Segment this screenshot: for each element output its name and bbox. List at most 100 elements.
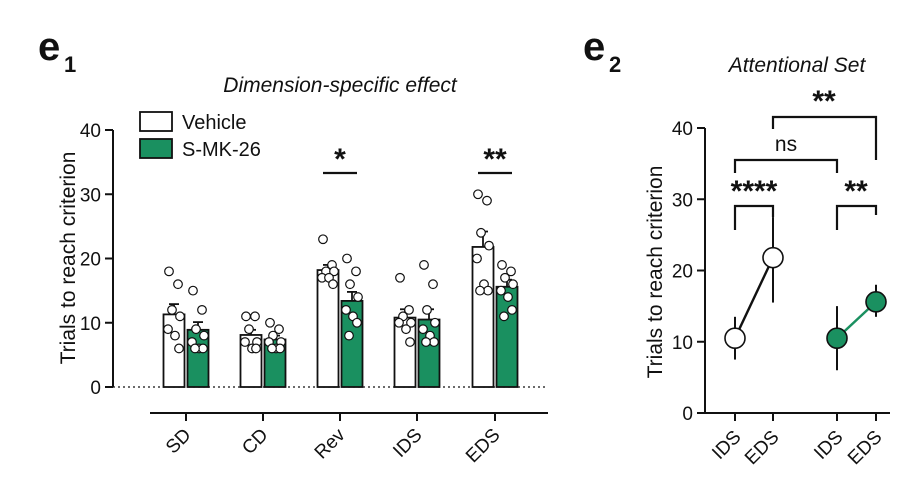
data-point-smk26-eds (508, 279, 518, 290)
legend-label-smk26: S-MK-26 (182, 139, 261, 161)
significance-label-rev: * (334, 143, 346, 176)
data-point-vehicle-ids (401, 324, 411, 335)
x-tick-label-eds: EDS (462, 425, 504, 467)
data-point-smk26-ids (421, 337, 431, 347)
y-axis-label-e2: Trials to reach criterion (644, 166, 667, 379)
x-tick-label-sd: SD (162, 425, 196, 459)
data-point-vehicle-cd (251, 343, 261, 354)
data-point-smk26-sd (198, 343, 208, 354)
x-tick-label-e2-ids: IDS (810, 427, 847, 464)
data-point-smk26-cd (265, 317, 275, 328)
mean-point-vehicle-eds (762, 246, 784, 269)
data-point-smk26-rev (341, 305, 351, 315)
data-point-smk26-sd (197, 305, 207, 315)
data-point-smk26-cd (267, 343, 277, 354)
y-tick-label-e2: 30 (672, 190, 693, 211)
panel-sub-e1: 1 (64, 52, 76, 77)
data-point-smk26-rev (352, 317, 362, 328)
y-tick-label-e1: 10 (80, 314, 101, 335)
y-tick-label-e2: 10 (672, 333, 693, 354)
data-point-vehicle-eds (476, 227, 486, 238)
data-point-smk26-sd (188, 285, 198, 296)
data-point-vehicle-sd (170, 330, 180, 341)
data-point-smk26-cd (275, 343, 285, 354)
data-point-smk26-rev (353, 292, 363, 302)
data-point-vehicle-eds (484, 240, 494, 251)
y-tick-label-e2: 40 (672, 119, 693, 140)
mean-point-vehicle-ids (724, 327, 746, 349)
data-point-smk26-rev (342, 253, 352, 264)
data-point-smk26-sd (199, 330, 209, 341)
data-point-smk26-cd (274, 324, 284, 335)
data-point-vehicle-eds (473, 189, 483, 200)
data-point-vehicle-rev (329, 266, 339, 277)
panel-letter-e2: e (583, 25, 605, 69)
data-point-vehicle-ids (405, 337, 415, 347)
panel-letter-e1: e (38, 25, 60, 69)
x-tick-label-rev: Rev (311, 424, 350, 463)
data-point-vehicle-rev (318, 234, 328, 245)
data-point-smk26-ids (429, 337, 439, 347)
data-point-smk26-ids (430, 317, 440, 328)
bracket-eds-eds (771, 115, 878, 160)
y-tick-label-e1: 0 (90, 378, 101, 399)
x-tick-label-cd: CD (238, 425, 272, 459)
data-point-vehicle-sd (167, 305, 177, 315)
chart-title-e1: Dimension-specific effect (223, 74, 458, 97)
y-tick-label-e1: 20 (80, 250, 101, 271)
data-point-vehicle-eds (472, 253, 482, 264)
data-point-vehicle-ids (406, 317, 416, 328)
x-tick-label-ids: IDS (389, 425, 426, 462)
significance-label-eds-eds: ** (812, 85, 836, 118)
data-point-vehicle-eds (482, 195, 492, 206)
data-point-vehicle-ids (395, 272, 405, 283)
data-point-smk26-ids (419, 260, 429, 270)
y-tick-label-e1: 30 (80, 185, 101, 206)
data-point-vehicle-rev (328, 279, 338, 290)
data-point-vehicle-eds (475, 285, 485, 296)
legend-swatch-vehicle (139, 111, 173, 132)
legend-label-vehicle: Vehicle (182, 112, 247, 134)
data-point-smk26-rev (344, 330, 354, 341)
data-point-vehicle-sd (164, 266, 174, 277)
data-point-smk26-sd (190, 343, 200, 354)
data-point-vehicle-sd (173, 279, 183, 290)
data-point-smk26-eds (499, 311, 509, 322)
bracket-ns (733, 158, 839, 173)
data-point-vehicle-sd (174, 343, 184, 354)
bracket-vehicle-ids-eds (733, 204, 775, 230)
data-point-vehicle-ids (404, 305, 414, 315)
data-point-vehicle-cd (240, 337, 250, 347)
data-point-smk26-eds (503, 292, 513, 302)
significance-label-eds: ** (483, 143, 507, 176)
data-point-vehicle-ids (394, 317, 404, 328)
significance-label-smk26: ** (844, 175, 868, 208)
data-point-smk26-ids (428, 279, 438, 290)
x-tick-label-e2-eds: EDS (844, 427, 886, 469)
data-point-smk26-eds (497, 260, 507, 270)
chart-title-e2: Attentional Set (727, 54, 867, 77)
data-point-smk26-eds (507, 305, 517, 315)
significance-label-ns: ns (775, 133, 797, 156)
mean-point-smk26-eds (865, 291, 887, 313)
data-point-vehicle-eds (483, 285, 493, 296)
legend-swatch-smk26 (139, 138, 173, 159)
data-point-vehicle-cd (250, 311, 260, 322)
data-point-vehicle-cd (244, 324, 254, 335)
data-point-vehicle-sd (175, 311, 185, 322)
bar-vehicle-eds (471, 246, 495, 388)
significance-label-vehicle: **** (731, 175, 778, 208)
data-point-smk26-sd (191, 324, 201, 335)
y-tick-label-e2: 0 (682, 404, 693, 425)
data-point-smk26-eds (496, 285, 506, 296)
panel-sub-e2: 2 (609, 52, 621, 77)
data-point-smk26-ids (422, 305, 432, 315)
y-axis-label-e1: Trials to reach criterion (57, 152, 80, 365)
data-point-smk26-eds (500, 272, 510, 283)
data-point-smk26-rev (351, 266, 361, 277)
x-tick-label-e2-ids: IDS (708, 427, 745, 464)
data-point-vehicle-cd (241, 311, 251, 322)
